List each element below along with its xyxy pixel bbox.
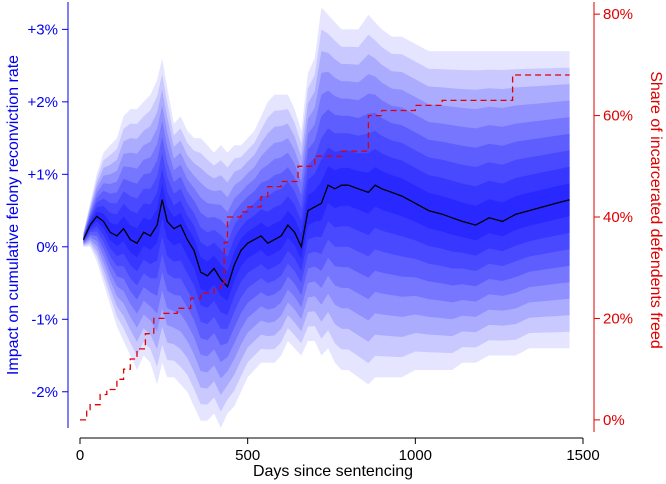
ci-band-3 <box>83 51 570 395</box>
right-axis-title: Share of incarcerated defendents freed <box>647 71 664 349</box>
x-tick-label: 500 <box>235 447 260 464</box>
estimate-line <box>82 184 570 288</box>
left-tick-label: +3% <box>28 21 58 38</box>
right-axis-ticks: 0% 20% 40% 60% 80% <box>594 6 633 429</box>
confidence-bands <box>83 7 570 428</box>
ci-band-5 <box>83 90 570 362</box>
left-tick-label: -2% <box>31 384 58 401</box>
ci-band-6 <box>83 109 570 346</box>
x-tick-label: 1000 <box>399 447 432 464</box>
left-axis-ticks: -2% -1% 0% +1% +2% +3% <box>28 21 68 401</box>
x-axis-ticks: 0 500 1000 1500 <box>76 438 600 464</box>
ci-band-7 <box>83 128 570 329</box>
left-tick-label: +2% <box>28 94 58 111</box>
right-tick-label: 60% <box>603 108 633 125</box>
x-axis-title: Days since sentencing <box>253 463 413 480</box>
ci-band-1 <box>83 7 570 428</box>
x-tick-label: 0 <box>76 447 84 464</box>
right-tick-label: 20% <box>603 310 633 327</box>
ci-band-8 <box>83 147 570 315</box>
x-tick-label: 1500 <box>566 447 599 464</box>
ci-band-9 <box>83 166 570 301</box>
left-axis-title: Impact on cumulative felony reconviction… <box>5 55 22 375</box>
left-tick-label: -1% <box>31 311 58 328</box>
right-tick-label: 0% <box>603 412 625 429</box>
right-tick-label: 80% <box>603 6 633 23</box>
left-tick-label: +1% <box>28 166 58 183</box>
ci-band-4 <box>83 71 570 379</box>
ci-band-2 <box>83 29 570 412</box>
share-freed-line <box>80 74 570 421</box>
left-tick-label: 0% <box>36 239 58 256</box>
right-tick-label: 40% <box>603 209 633 226</box>
